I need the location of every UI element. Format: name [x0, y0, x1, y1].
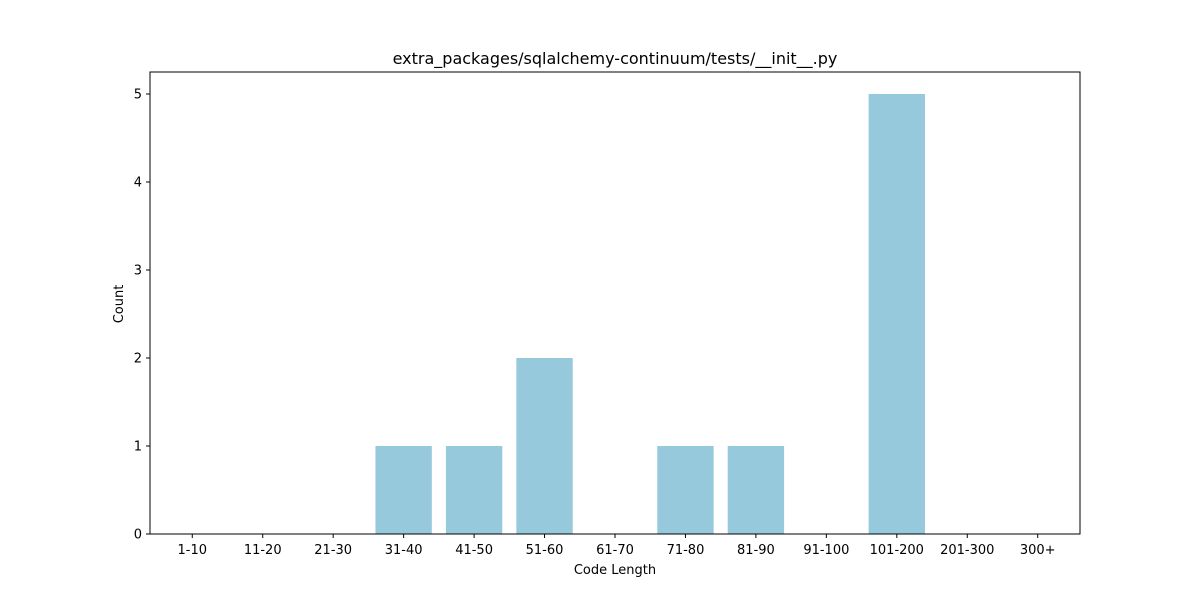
bar-51-60 — [516, 358, 573, 534]
y-tick-label: 0 — [134, 528, 142, 543]
x-tick-label: 51-60 — [526, 543, 564, 558]
x-axis-label: Code Length — [574, 563, 656, 578]
y-tick-label: 4 — [134, 176, 142, 191]
y-axis-label: Count — [112, 285, 127, 324]
bars-layer — [375, 94, 925, 534]
x-tick-label: 101-200 — [870, 543, 924, 558]
x-tick-label: 300+ — [1020, 543, 1056, 558]
x-tick-label: 91-100 — [803, 543, 849, 558]
x-tick-label: 81-90 — [737, 543, 775, 558]
y-tick-label: 2 — [134, 352, 142, 367]
chart-title: extra_packages/sqlalchemy-continuum/test… — [393, 49, 838, 69]
y-axis-ticks: 0 1 2 3 4 5 — [134, 88, 150, 543]
x-tick-label: 11-20 — [244, 543, 282, 558]
bar-101-200 — [868, 94, 925, 534]
y-tick-label: 5 — [134, 88, 142, 103]
bar-81-90 — [727, 446, 785, 534]
x-tick-label: 71-80 — [667, 543, 705, 558]
bar-31-40 — [375, 446, 432, 534]
y-tick-label: 3 — [134, 264, 142, 279]
x-tick-label: 1-10 — [178, 543, 208, 558]
x-tick-label: 201-300 — [940, 543, 994, 558]
x-tick-label: 41-50 — [455, 543, 493, 558]
x-tick-label: 61-70 — [596, 543, 634, 558]
bar-41-50 — [445, 446, 503, 534]
x-axis-ticks: 1-10 11-20 21-30 31-40 41-50 51-60 61-70 71-80 8… — [178, 534, 1056, 558]
x-tick-label: 21-30 — [314, 543, 352, 558]
x-tick-label: 31-40 — [385, 543, 423, 558]
y-tick-label: 1 — [134, 440, 142, 455]
bar-71-80 — [657, 446, 714, 534]
